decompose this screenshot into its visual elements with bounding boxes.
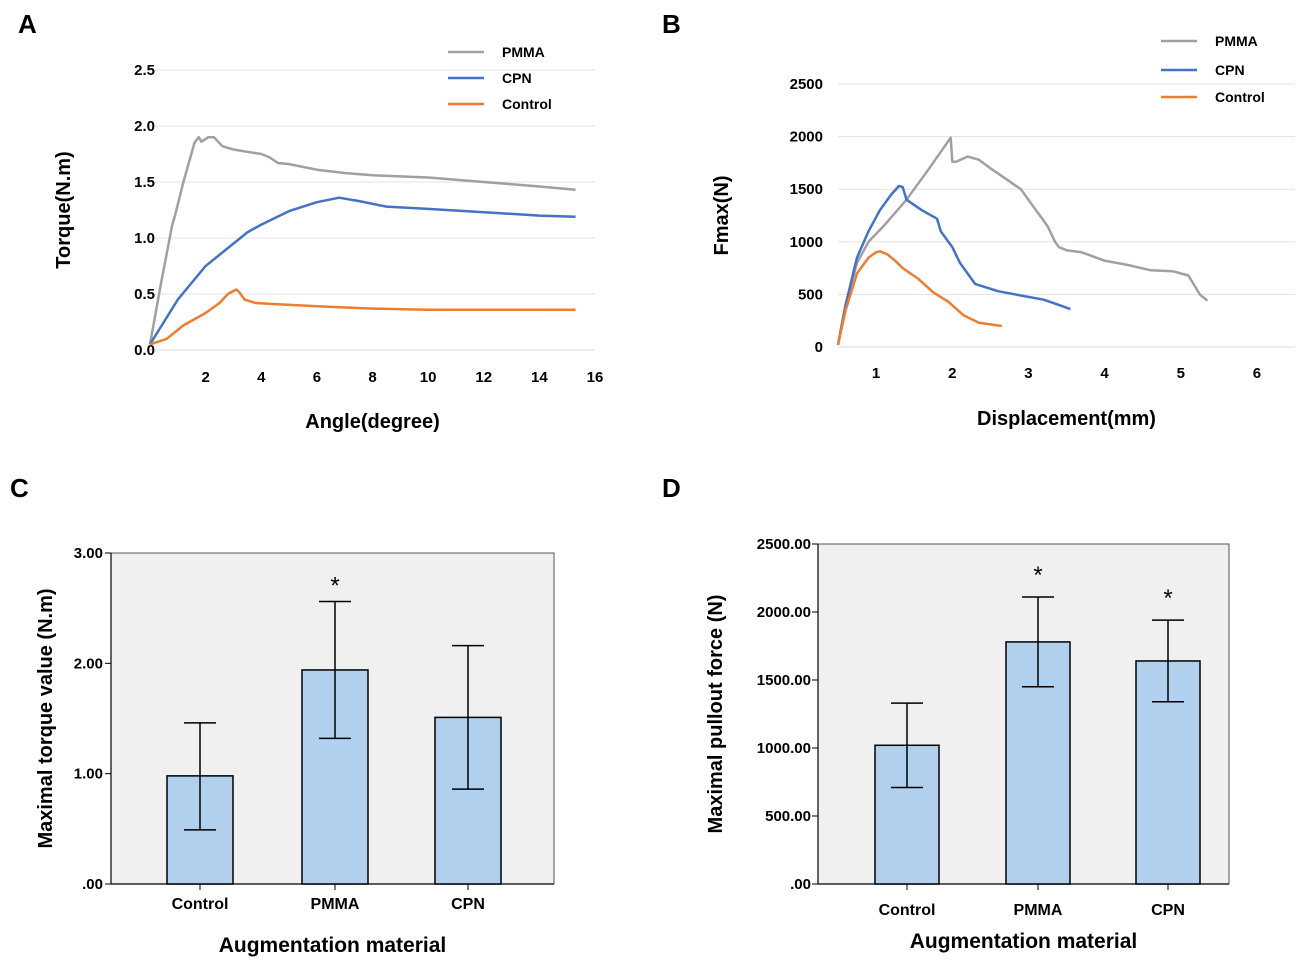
series-line-cpn [836,184,1071,346]
x-tick-label: PMMA [1014,902,1063,919]
x-tick-label: 4 [257,369,266,386]
legend-label: Control [1215,89,1265,105]
x-tick-label: 10 [420,369,437,386]
y-tick-label: 1500.00 [757,672,811,689]
series-line-cpn [148,196,576,346]
x-axis-title: Augmentation material [219,934,447,957]
x-tick-label: 4 [1100,365,1109,382]
x-axis-title: Augmentation material [910,930,1138,953]
y-tick-label: 1.5 [134,174,155,191]
y-axis-title: Maximal torque value (N.m) [35,588,57,848]
chart-c: C .00 1.00 2.00 3.00 Control PMMA * CPN Augmentat… [10,473,555,957]
series-line-pmma [836,136,1209,346]
x-tick-label: CPN [1151,902,1185,919]
x-axis-title: Angle(degree) [305,411,439,433]
x-tick-label: 2 [948,365,956,382]
y-tick-label: 0.5 [134,286,155,303]
significance-star: * [1033,562,1042,589]
x-tick-label: PMMA [311,896,360,913]
y-tick-label: 2000.00 [757,604,811,621]
x-tick-label: 2 [201,369,209,386]
y-tick-label: 2500 [790,76,823,93]
y-tick-label: 1.0 [134,230,155,247]
y-tick-label: 0 [815,339,823,356]
chart-d: D .00 500.00 1000.00 1500.00 2000.00 2500.00 Co… [662,473,1230,953]
panel-letter: C [10,473,29,503]
chart-a: A 0.0 0.5 1.0 1.5 2.0 2.5 2 4 6 8 10 12 14 16 Angle(deg… [18,9,603,433]
x-tick-label: 6 [313,369,321,386]
y-tick-label: .00 [82,876,103,893]
x-axis-title: Displacement(mm) [977,408,1156,430]
legend-label: Control [502,96,552,112]
y-tick-label: 2500.00 [757,536,811,553]
x-tick-label: 14 [531,369,548,386]
series-line-pmma [148,135,576,345]
x-tick-label: Control [172,896,229,913]
y-tick-label: 0.0 [134,342,155,359]
significance-star: * [330,573,339,600]
legend-label: PMMA [1215,33,1258,49]
x-tick-label: 3 [1024,365,1032,382]
x-tick-label: 8 [368,369,376,386]
y-tick-label: 1000 [790,234,823,251]
series-line-control [149,288,576,346]
y-tick-label: 500.00 [765,808,811,825]
y-tick-label: 2.0 [134,118,155,135]
x-tick-label: 6 [1253,365,1261,382]
y-tick-label: .00 [790,876,811,893]
legend-label: CPN [502,70,532,86]
y-tick-label: 500 [798,286,823,303]
panel-letter: D [662,473,681,503]
legend-label: PMMA [502,44,545,60]
y-tick-label: 1000.00 [757,740,811,757]
series-line-control [836,250,1002,346]
x-tick-label: 12 [475,369,492,386]
y-tick-label: 2000 [790,129,823,146]
x-tick-label: 16 [587,369,604,386]
x-tick-label: Control [879,902,936,919]
x-tick-label: CPN [451,896,485,913]
x-tick-label: 5 [1177,365,1185,382]
y-tick-label: 2.00 [74,655,103,672]
chart-b: B 0 500 1000 1500 2000 2500 1 2 3 4 5 6 Displacement(… [662,9,1295,430]
y-tick-label: 1500 [790,181,823,198]
y-tick-label: 1.00 [74,766,103,783]
x-tick-label: 1 [872,365,880,382]
panel-letter: A [18,9,37,39]
legend-label: CPN [1215,62,1245,78]
y-axis-title: Fmax(N) [711,175,733,255]
y-axis-title: Maximal pullout force (N) [705,595,727,834]
y-tick-label: 2.5 [134,62,155,79]
significance-star: * [1163,585,1172,612]
y-axis-title: Torque(N.m) [53,151,75,268]
panel-letter: B [662,9,681,39]
y-tick-label: 3.00 [74,545,103,562]
